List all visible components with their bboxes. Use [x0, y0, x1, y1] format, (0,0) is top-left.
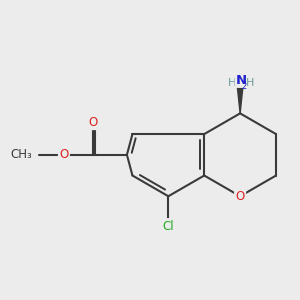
Text: 2: 2 — [242, 82, 247, 91]
Polygon shape — [237, 86, 243, 113]
Text: O: O — [88, 116, 98, 129]
Text: N: N — [235, 74, 246, 87]
Text: CH₃: CH₃ — [10, 148, 32, 161]
Text: O: O — [59, 148, 68, 161]
Text: Cl: Cl — [163, 220, 174, 232]
Text: H: H — [228, 78, 236, 88]
Text: H: H — [246, 78, 254, 88]
Text: O: O — [236, 190, 245, 203]
